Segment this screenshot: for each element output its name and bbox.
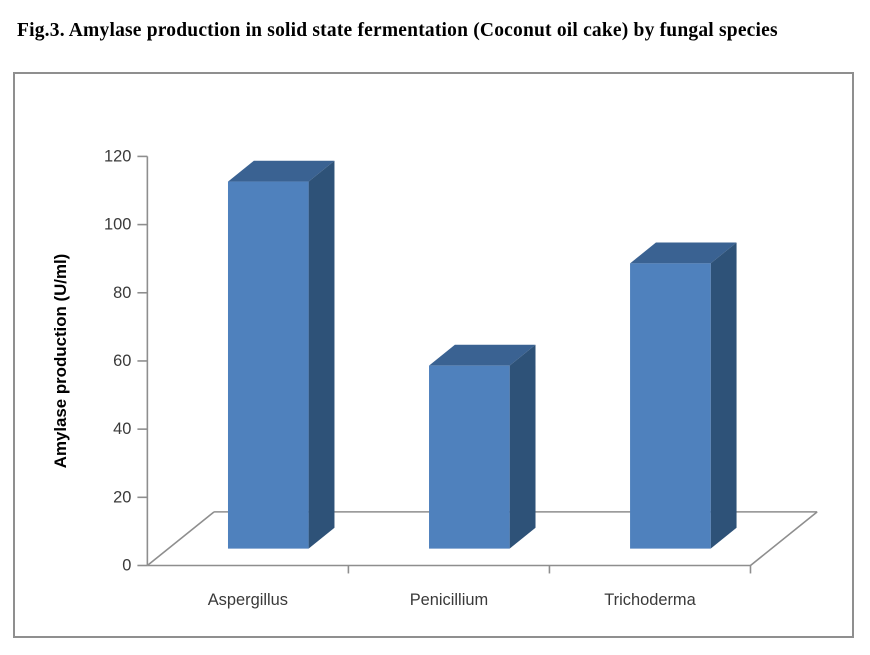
bar-side-face	[710, 242, 737, 549]
bar-top-face	[630, 242, 737, 264]
y-axis-tick-label: 0	[122, 557, 131, 575]
y-axis-title: Amylase production (U/ml)	[51, 254, 70, 468]
bar-group-trichoderma	[630, 242, 737, 549]
y-axis-tick-label: 120	[104, 147, 131, 165]
floor-left-edge	[146, 511, 215, 567]
x-axis-category-label: Trichoderma	[604, 591, 696, 609]
y-axis-tick-label: 60	[113, 352, 131, 370]
bar-side-face	[509, 344, 536, 549]
bar-chart-canvas: 0 20 40 60 80 100 120 Aspergillus Penicillium Tri…	[51, 147, 818, 609]
chart-frame: 0 20 40 60 80 100 120 Aspergillus Penicillium Tri…	[13, 72, 854, 638]
floor-right-edge	[749, 511, 818, 567]
bar-front-face	[227, 181, 309, 549]
y-axis-tick-label: 80	[113, 284, 131, 302]
y-axis-tick-label: 40	[113, 420, 131, 438]
x-axis-category-label: Aspergillus	[208, 591, 288, 609]
bar-group-penicillium	[429, 344, 536, 549]
bar-group-aspergillus	[227, 160, 335, 549]
bar-front-face	[630, 263, 711, 549]
bar-top-face	[227, 160, 335, 182]
bar-front-face	[429, 365, 510, 549]
bar-side-face	[308, 160, 335, 549]
y-axis-tick-label: 20	[113, 488, 131, 506]
figure-caption: Fig.3. Amylase production in solid state…	[17, 20, 778, 41]
x-axis-category-label: Penicillium	[410, 591, 488, 609]
bar-top-face	[429, 344, 536, 366]
y-axis-tick-label: 100	[104, 216, 131, 234]
